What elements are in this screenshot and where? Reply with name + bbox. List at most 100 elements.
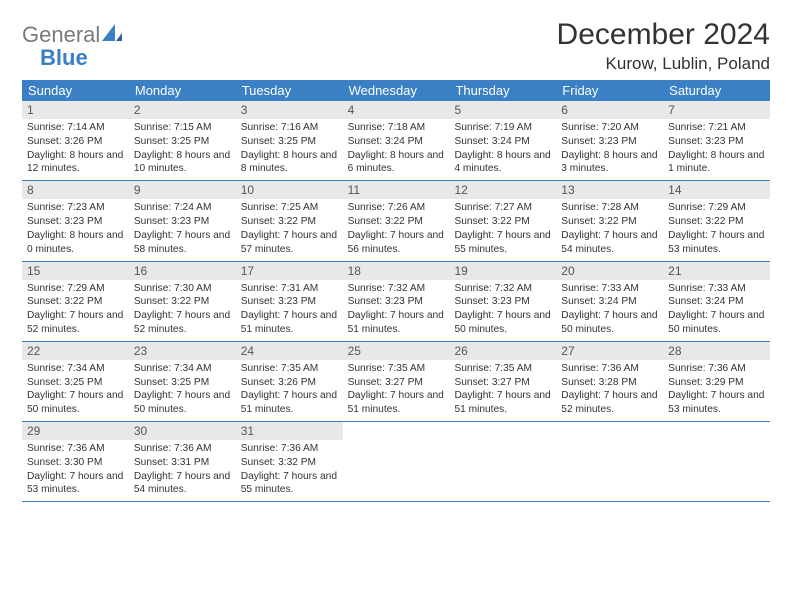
calendar-week-row: 29Sunrise: 7:36 AMSunset: 3:30 PMDayligh… [22,422,770,502]
weekday-header: Saturday [663,80,770,101]
sunset-line: Sunset: 3:23 PM [134,215,231,229]
day-info: Sunrise: 7:26 AMSunset: 3:22 PMDaylight:… [343,201,450,256]
calendar-day-cell: 29Sunrise: 7:36 AMSunset: 3:30 PMDayligh… [22,422,129,501]
sunset-line: Sunset: 3:24 PM [561,295,658,309]
sunrise-line: Sunrise: 7:23 AM [27,201,124,215]
sunset-line: Sunset: 3:23 PM [668,135,765,149]
sunrise-line: Sunrise: 7:19 AM [454,121,551,135]
day-info: Sunrise: 7:36 AMSunset: 3:30 PMDaylight:… [22,442,129,497]
day-info: Sunrise: 7:35 AMSunset: 3:27 PMDaylight:… [343,362,450,417]
day-number: 11 [343,181,450,199]
sunrise-line: Sunrise: 7:26 AM [348,201,445,215]
calendar-day-cell: 2Sunrise: 7:15 AMSunset: 3:25 PMDaylight… [129,101,236,180]
day-number: 21 [663,262,770,280]
sunset-line: Sunset: 3:26 PM [27,135,124,149]
brand-part1: General [22,22,100,47]
day-number: 23 [129,342,236,360]
sunset-line: Sunset: 3:24 PM [454,135,551,149]
calendar-day-cell: 19Sunrise: 7:32 AMSunset: 3:23 PMDayligh… [449,262,556,341]
calendar-day-cell [449,422,556,501]
calendar-day-cell [663,422,770,501]
weekday-header: Sunday [22,80,129,101]
day-info: Sunrise: 7:23 AMSunset: 3:23 PMDaylight:… [22,201,129,256]
daylight-line: Daylight: 7 hours and 50 minutes. [454,309,551,337]
daylight-line: Daylight: 7 hours and 51 minutes. [454,389,551,417]
calendar-week-row: 1Sunrise: 7:14 AMSunset: 3:26 PMDaylight… [22,101,770,181]
calendar-day-cell: 14 Sunrise: 7:29 AMSunset: 3:22 PMDayligh… [663,181,770,260]
day-number: 20 [556,262,663,280]
day-number: 14 [663,181,770,199]
calendar-day-cell: 27Sunrise: 7:36 AMSunset: 3:28 PMDayligh… [556,342,663,421]
day-info: Sunrise: 7:27 AMSunset: 3:22 PMDaylight:… [449,201,556,256]
calendar-day-cell: 3Sunrise: 7:16 AMSunset: 3:25 PMDaylight… [236,101,343,180]
day-number: 2 [129,101,236,119]
sunrise-line: Sunrise: 7:21 AM [668,121,765,135]
sunset-line: Sunset: 3:22 PM [454,215,551,229]
day-info: Sunrise: 7:35 AMSunset: 3:27 PMDaylight:… [449,362,556,417]
sunrise-line: Sunrise: 7:29 AM [27,282,124,296]
day-number: 25 [343,342,450,360]
day-info: Sunrise: 7:24 AMSunset: 3:23 PMDaylight:… [129,201,236,256]
sunset-line: Sunset: 3:22 PM [348,215,445,229]
daylight-line: Daylight: 7 hours and 51 minutes. [241,309,338,337]
sunrise-line: Sunrise: 7:36 AM [27,442,124,456]
day-info: Sunrise: 7:35 AMSunset: 3:26 PMDaylight:… [236,362,343,417]
daylight-line: Daylight: 7 hours and 50 minutes. [668,309,765,337]
sunset-line: Sunset: 3:24 PM [348,135,445,149]
sunrise-line: Sunrise: 7:34 AM [27,362,124,376]
calendar-week-row: 22Sunrise: 7:34 AMSunset: 3:25 PMDayligh… [22,342,770,422]
day-number: 8 [22,181,129,199]
day-number: 30 [129,422,236,440]
sunset-line: Sunset: 3:23 PM [348,295,445,309]
sunrise-line: Sunrise: 7:36 AM [241,442,338,456]
daylight-line: Daylight: 7 hours and 55 minutes. [241,470,338,498]
day-info: Sunrise: 7:36 AMSunset: 3:32 PMDaylight:… [236,442,343,497]
day-info: Sunrise: 7:31 AMSunset: 3:23 PMDaylight:… [236,282,343,337]
title-block: December 2024 Kurow, Lublin, Poland [557,18,770,74]
sunset-line: Sunset: 3:26 PM [241,376,338,390]
daylight-line: Daylight: 7 hours and 55 minutes. [454,229,551,257]
calendar-week-row: 8Sunrise: 7:23 AMSunset: 3:23 PMDaylight… [22,181,770,261]
day-info: Sunrise: 7:36 AMSunset: 3:31 PMDaylight:… [129,442,236,497]
daylight-line: Daylight: 7 hours and 54 minutes. [134,470,231,498]
weekday-header: Thursday [449,80,556,101]
location-subtitle: Kurow, Lublin, Poland [557,54,770,74]
day-number: 16 [129,262,236,280]
calendar-day-cell: 18Sunrise: 7:32 AMSunset: 3:23 PMDayligh… [343,262,450,341]
calendar-day-cell: 30 Sunrise: 7:36 AMSunset: 3:31 PMDayligh… [129,422,236,501]
calendar-day-cell: 22Sunrise: 7:34 AMSunset: 3:25 PMDayligh… [22,342,129,421]
sunrise-line: Sunrise: 7:35 AM [454,362,551,376]
sunrise-line: Sunrise: 7:14 AM [27,121,124,135]
daylight-line: Daylight: 7 hours and 53 minutes. [668,389,765,417]
daylight-line: Daylight: 7 hours and 56 minutes. [348,229,445,257]
day-number: 13 [556,181,663,199]
sunrise-line: Sunrise: 7:29 AM [668,201,765,215]
calendar-day-cell: 9Sunrise: 7:24 AMSunset: 3:23 PMDaylight… [129,181,236,260]
day-info: Sunrise: 7:28 AMSunset: 3:22 PMDaylight:… [556,201,663,256]
calendar-day-cell: 4Sunrise: 7:18 AMSunset: 3:24 PMDaylight… [343,101,450,180]
sunset-line: Sunset: 3:23 PM [561,135,658,149]
calendar-day-cell: 7Sunrise: 7:21 AMSunset: 3:23 PMDaylight… [663,101,770,180]
day-number: 24 [236,342,343,360]
sunset-line: Sunset: 3:25 PM [134,376,231,390]
sunrise-line: Sunrise: 7:16 AM [241,121,338,135]
day-number: 7 [663,101,770,119]
sunrise-line: Sunrise: 7:34 AM [134,362,231,376]
sunrise-line: Sunrise: 7:30 AM [134,282,231,296]
day-number: 10 [236,181,343,199]
calendar-day-cell: 21Sunrise: 7:33 AMSunset: 3:24 PMDayligh… [663,262,770,341]
daylight-line: Daylight: 7 hours and 57 minutes. [241,229,338,257]
brand-part2: Blue [40,45,88,70]
calendar-day-cell: 20Sunrise: 7:33 AMSunset: 3:24 PMDayligh… [556,262,663,341]
day-info: Sunrise: 7:25 AMSunset: 3:22 PMDaylight:… [236,201,343,256]
day-number: 31 [236,422,343,440]
sunrise-line: Sunrise: 7:25 AM [241,201,338,215]
sunset-line: Sunset: 3:22 PM [27,295,124,309]
day-info: Sunrise: 7:29 AMSunset: 3:22 PMDaylight:… [663,201,770,256]
day-info: Sunrise: 7:20 AMSunset: 3:23 PMDaylight:… [556,121,663,176]
calendar-day-cell: 24 Sunrise: 7:35 AMSunset: 3:26 PMDayligh… [236,342,343,421]
daylight-line: Daylight: 8 hours and 0 minutes. [27,229,124,257]
sunset-line: Sunset: 3:25 PM [134,135,231,149]
daylight-line: Daylight: 7 hours and 58 minutes. [134,229,231,257]
calendar-grid: Sunday Monday Tuesday Wednesday Thursday… [22,80,770,502]
